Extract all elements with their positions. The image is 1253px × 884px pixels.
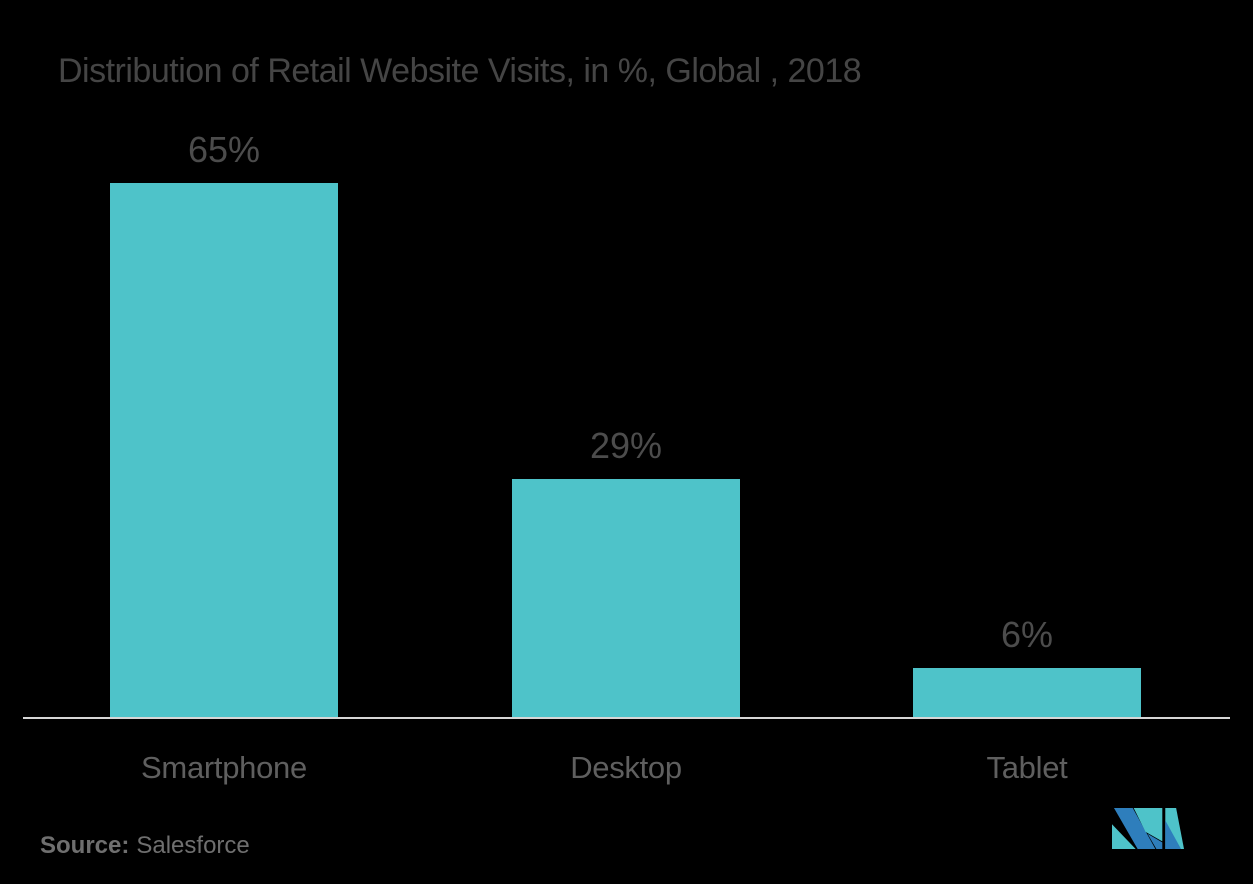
logo-right-blue-triangle [1165,820,1182,849]
bar-tablet [913,668,1141,717]
logo-second-blue-stroke [1147,833,1163,849]
source-prefix-label: Source: [40,832,130,859]
x-axis-line [23,717,1230,719]
logo-middle-teal-triangle [1133,808,1163,842]
x-axis-label-tablet: Tablet [986,750,1068,785]
bar-group-desktop: 29% [512,428,740,717]
value-label-tablet: 6% [1000,614,1054,655]
bar-group-smartphone: 65% [110,132,338,717]
x-axis-label-smartphone: Smartphone [141,750,307,785]
source-text: Salesforce [136,832,250,859]
bar-group-tablet: 6% [913,617,1141,717]
bar-desktop [512,479,740,717]
logo-first-blue-stroke [1113,808,1156,849]
x-axis-label-desktop: Desktop [570,750,682,785]
value-label-smartphone: 65% [187,129,261,170]
bar-smartphone [110,183,338,717]
value-label-desktop: 29% [589,425,663,466]
chart-title: Distribution of Retail Website Visits, i… [58,52,862,90]
source-note: Source: Salesforce [40,832,250,860]
mordor-intelligence-logo [1112,808,1185,849]
